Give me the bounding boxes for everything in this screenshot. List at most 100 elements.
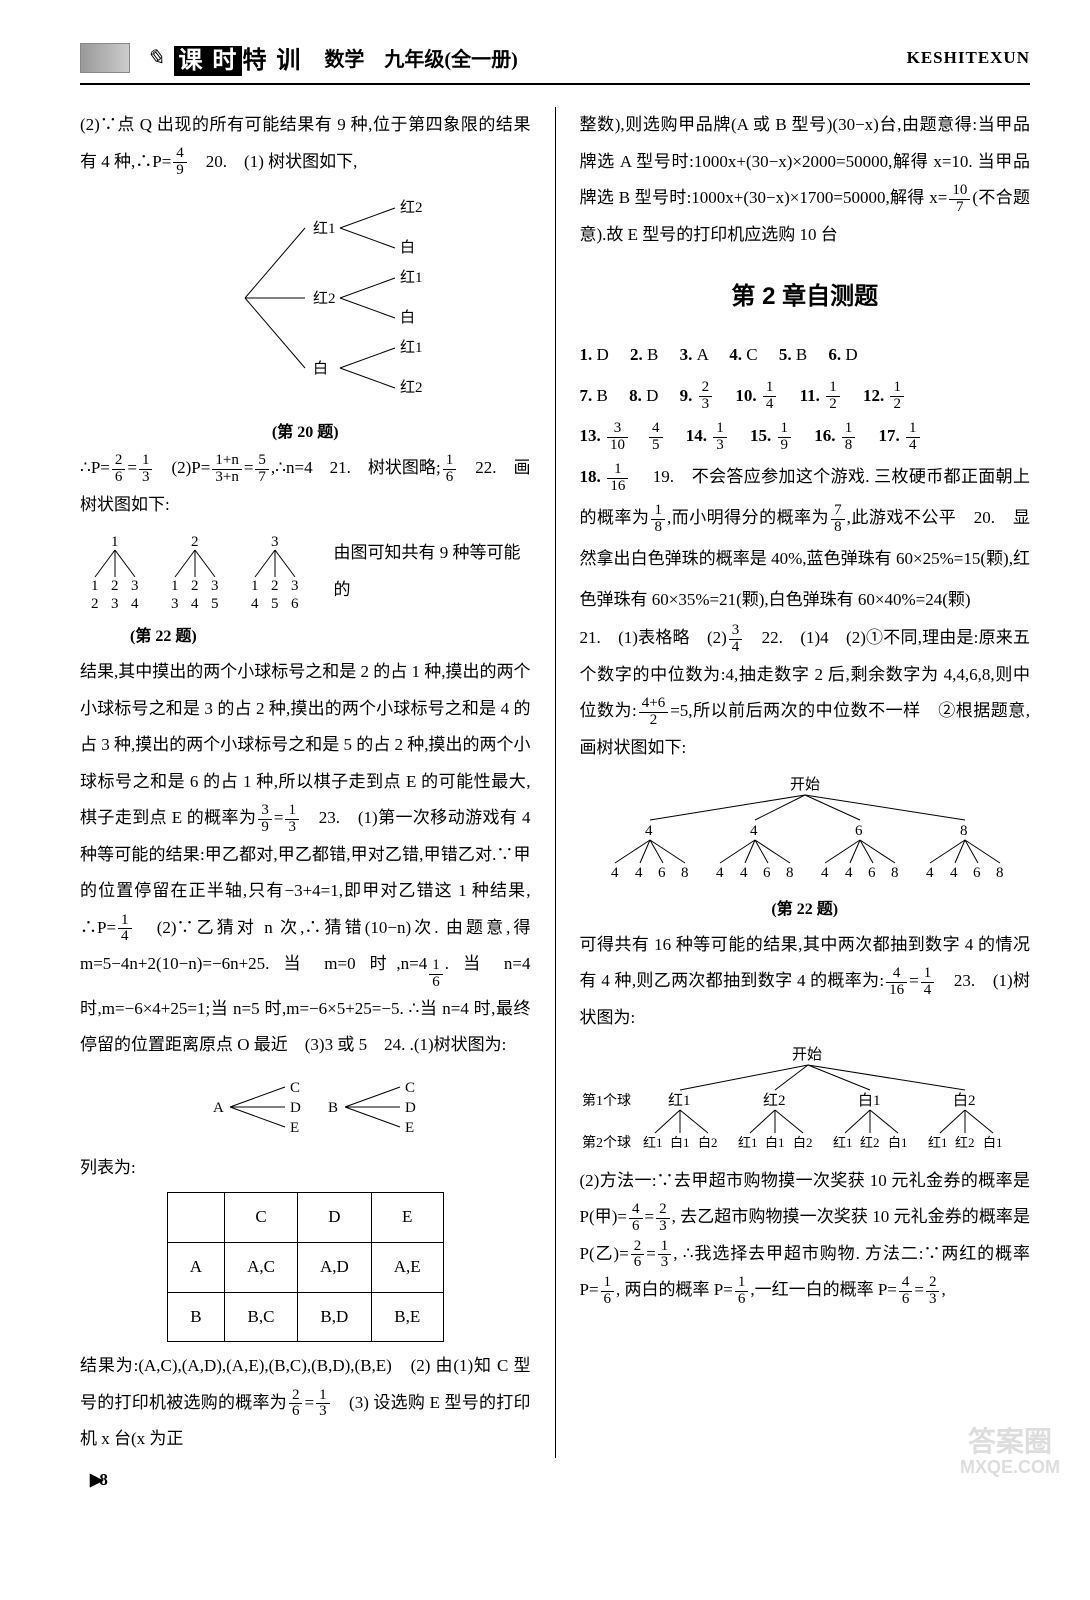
answers-row-2: 7. B 8. D 9. 23 10. 14 11. 12 12. 12 xyxy=(580,376,1031,417)
svg-text:4: 4 xyxy=(950,865,958,881)
text: = xyxy=(274,808,284,827)
header-subject: 数学 九年级(全一册) xyxy=(324,43,517,72)
svg-text:开始: 开始 xyxy=(792,1046,822,1063)
header-title: 课 时特 训 xyxy=(174,40,302,75)
fig22-right-caption: (第 22 题) xyxy=(580,893,1031,927)
text: 20. (1) 树状图如下, xyxy=(189,152,358,171)
answers-row-1: 1. D 2. B 3. A 4. C 5. B 6. D xyxy=(580,335,1031,376)
svg-text:6: 6 xyxy=(855,823,863,839)
text: = xyxy=(244,458,254,477)
svg-text:红2: 红2 xyxy=(400,199,423,216)
svg-text:6: 6 xyxy=(973,865,981,881)
frac: 13 xyxy=(285,803,299,836)
text: ,一红一白的概率 P= xyxy=(750,1280,897,1299)
text: = xyxy=(304,1393,314,1412)
fig20-caption: (第 20 题) xyxy=(80,416,531,450)
svg-text:4: 4 xyxy=(926,865,934,881)
frac: 39 xyxy=(258,803,272,836)
svg-text:5: 5 xyxy=(271,596,279,612)
text: , xyxy=(941,1280,945,1299)
svg-text:红2: 红2 xyxy=(763,1092,786,1109)
svg-text:2: 2 xyxy=(191,578,199,594)
svg-text:红1: 红1 xyxy=(738,1135,758,1150)
svg-text:6: 6 xyxy=(868,865,876,881)
svg-text:白2: 白2 xyxy=(698,1135,718,1150)
answers-row-3: 13. 310 45 14. 13 15. 19 16. 18 17. 14 xyxy=(580,416,1031,457)
text: = xyxy=(645,1207,655,1226)
tree-fig-22-right: 开始 4 4 6 8 4468 4468 xyxy=(580,775,1031,885)
svg-text:E: E xyxy=(405,1120,414,1136)
text: 列表为: xyxy=(80,1158,136,1177)
brand-part1: 课 时 xyxy=(174,46,242,76)
svg-text:红2: 红2 xyxy=(313,290,336,307)
svg-text:红1: 红1 xyxy=(928,1135,948,1150)
svg-text:D: D xyxy=(405,1100,416,1116)
svg-text:4: 4 xyxy=(251,596,259,612)
svg-text:6: 6 xyxy=(763,865,771,881)
svg-text:3: 3 xyxy=(111,596,119,612)
frac: 49 xyxy=(173,146,187,179)
frac: 23 xyxy=(656,1202,670,1235)
svg-text:红1: 红1 xyxy=(833,1135,853,1150)
svg-text:4: 4 xyxy=(635,865,643,881)
frac: 16 xyxy=(443,453,457,486)
svg-text:4: 4 xyxy=(740,865,748,881)
svg-text:红1: 红1 xyxy=(643,1135,663,1150)
text: ∴P= xyxy=(80,458,110,477)
header-left: ✎ 课 时特 训 数学 九年级(全一册) xyxy=(80,40,518,75)
header-logo-block xyxy=(80,43,130,73)
frac: 1+n3+n xyxy=(212,453,241,486)
svg-text:红2: 红2 xyxy=(860,1135,880,1150)
text: (2)P= xyxy=(154,458,210,477)
svg-text:4: 4 xyxy=(750,823,758,839)
svg-text:1: 1 xyxy=(91,578,99,594)
fig22-left-caption: (第 22 题) xyxy=(130,620,531,654)
frac: 13 xyxy=(658,1239,672,1272)
watermark-bottom: MXQE.COM xyxy=(960,1458,1060,1478)
svg-text:4: 4 xyxy=(716,865,724,881)
svg-text:3: 3 xyxy=(171,596,179,612)
table-row: BB,CB,DB,E xyxy=(167,1292,443,1342)
frac: 26 xyxy=(631,1239,645,1272)
svg-text:1: 1 xyxy=(171,578,179,594)
text: = xyxy=(909,971,919,990)
text: ,∴n=4 21. 树状图略; xyxy=(271,458,441,477)
columns: (2)∵点 Q 出现的所有可能结果有 9 种,位于第四象限的结果有 4 种,∴P… xyxy=(80,107,1030,1458)
pencil-icon: ✎ xyxy=(146,45,164,71)
svg-text:开始: 开始 xyxy=(790,776,820,793)
svg-text:白: 白 xyxy=(400,309,415,326)
svg-text:3: 3 xyxy=(211,578,219,594)
svg-text:8: 8 xyxy=(681,865,689,881)
frac: 16 xyxy=(429,958,443,991)
header-pinyin: KESHITEXUN xyxy=(907,48,1030,68)
frac: 4+62 xyxy=(639,696,668,729)
text: = xyxy=(646,1244,656,1263)
svg-text:5: 5 xyxy=(211,596,219,612)
frac: 416 xyxy=(886,966,907,999)
svg-text:2: 2 xyxy=(91,596,99,612)
svg-text:红2: 红2 xyxy=(400,379,423,396)
svg-text:白1: 白1 xyxy=(983,1135,1003,1150)
svg-text:8: 8 xyxy=(996,865,1004,881)
svg-text:白1: 白1 xyxy=(765,1135,785,1150)
frac: 14 xyxy=(921,966,935,999)
frac: 46 xyxy=(899,1275,913,1308)
tree-fig-24: A B CDE CDE xyxy=(80,1072,531,1142)
frac: 34 xyxy=(729,623,743,656)
svg-text:2: 2 xyxy=(191,534,199,550)
text: ,而小明得分的概率为 xyxy=(667,508,829,527)
text: 结果,其中摸出的两个小球标号之和是 2 的占 1 种,摸出的两个小球标号之和是 … xyxy=(80,662,531,827)
text: 21. (1)表格略 (2) xyxy=(580,628,727,647)
svg-text:白2: 白2 xyxy=(953,1092,976,1109)
svg-text:第2个球: 第2个球 xyxy=(582,1134,631,1151)
frac: 16 xyxy=(735,1275,749,1308)
svg-text:4: 4 xyxy=(821,865,829,881)
right-column: 整数),则选购甲品牌(A 或 B 型号)(30−x)台,由题意得:当甲品牌选 A… xyxy=(580,107,1031,1458)
tree22-note: 由图可知共有 9 种等可能的 xyxy=(333,535,530,608)
svg-text:6: 6 xyxy=(658,865,666,881)
svg-text:红1: 红1 xyxy=(400,339,423,356)
svg-text:6: 6 xyxy=(291,596,299,612)
svg-text:4: 4 xyxy=(845,865,853,881)
frac: 26 xyxy=(112,453,126,486)
tree-fig-20: 红1 红2 白 红2 白 红1 白 红1 红2 xyxy=(80,188,531,408)
